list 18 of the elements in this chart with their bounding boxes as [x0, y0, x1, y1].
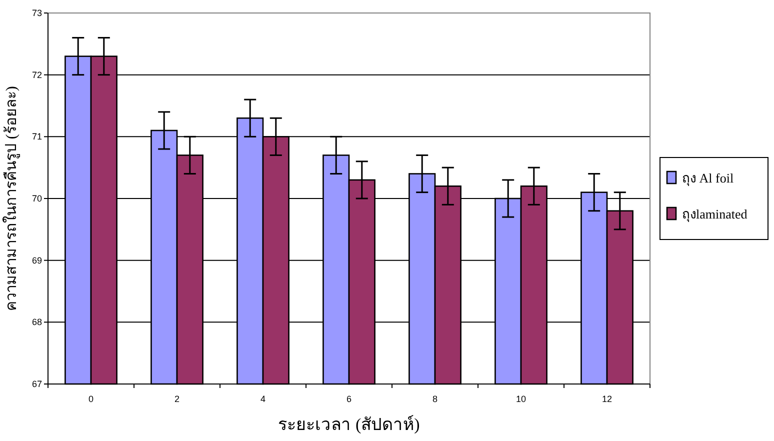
- x-tick-label: 8: [432, 394, 438, 404]
- x-axis-title: ระยะเวลา (สัปดาห์): [278, 415, 420, 434]
- y-tick-label: 67: [32, 379, 42, 389]
- x-tick-label: 0: [88, 394, 94, 404]
- legend-label: ถุง Al foil: [682, 170, 734, 186]
- y-tick-label: 68: [32, 317, 42, 328]
- y-tick-label: 69: [32, 255, 42, 266]
- y-tick-label: 71: [32, 132, 42, 142]
- x-tick-label: 10: [516, 394, 526, 404]
- x-tick-label: 6: [346, 394, 352, 404]
- y-tick-label: 70: [32, 194, 42, 204]
- y-tick-label: 73: [32, 8, 42, 18]
- y-axis-title: ความสามารถในการคืนรูป (ร้อยละ): [2, 86, 20, 311]
- legend-label: ถุงlaminated: [682, 206, 748, 222]
- x-tick-label: 4: [260, 394, 266, 404]
- x-tick-label: 2: [174, 394, 180, 404]
- y-tick-label: 72: [32, 70, 42, 80]
- x-tick-label: 12: [602, 394, 612, 404]
